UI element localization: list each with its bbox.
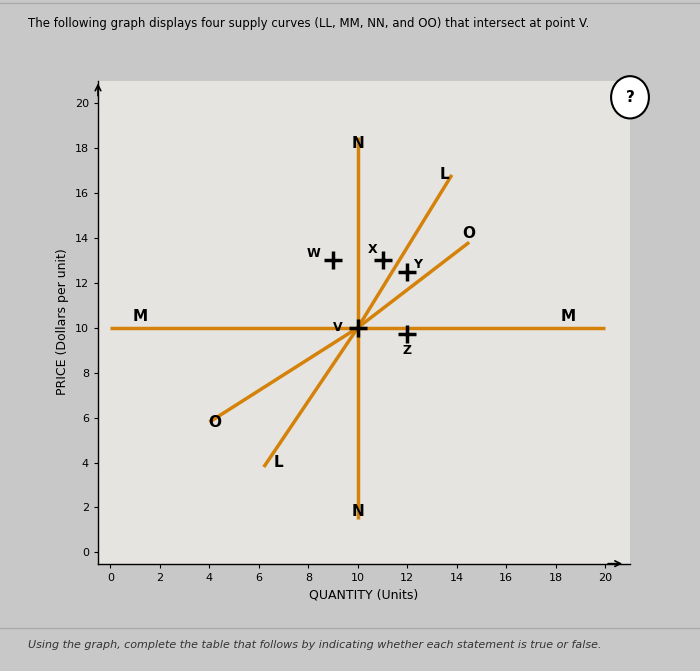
Text: X: X [368,242,377,256]
Text: V: V [333,321,343,334]
Text: Using the graph, complete the table that follows by indicating whether each stat: Using the graph, complete the table that… [28,639,601,650]
Text: N: N [351,505,364,519]
Text: L: L [274,455,284,470]
Text: M: M [132,309,148,324]
Y-axis label: PRICE (Dollars per unit): PRICE (Dollars per unit) [56,249,69,395]
Text: O: O [463,226,476,241]
Text: W: W [307,247,320,260]
Text: ?: ? [626,90,634,105]
Text: The following graph displays four supply curves (LL, MM, NN, and OO) that inters: The following graph displays four supply… [28,17,589,30]
X-axis label: QUANTITY (Units): QUANTITY (Units) [309,588,419,601]
Text: Y: Y [413,258,421,271]
Text: N: N [351,136,364,151]
Text: M: M [561,309,575,324]
Circle shape [611,76,649,119]
Text: O: O [208,415,220,429]
Text: Z: Z [402,344,412,357]
Text: L: L [440,167,449,183]
